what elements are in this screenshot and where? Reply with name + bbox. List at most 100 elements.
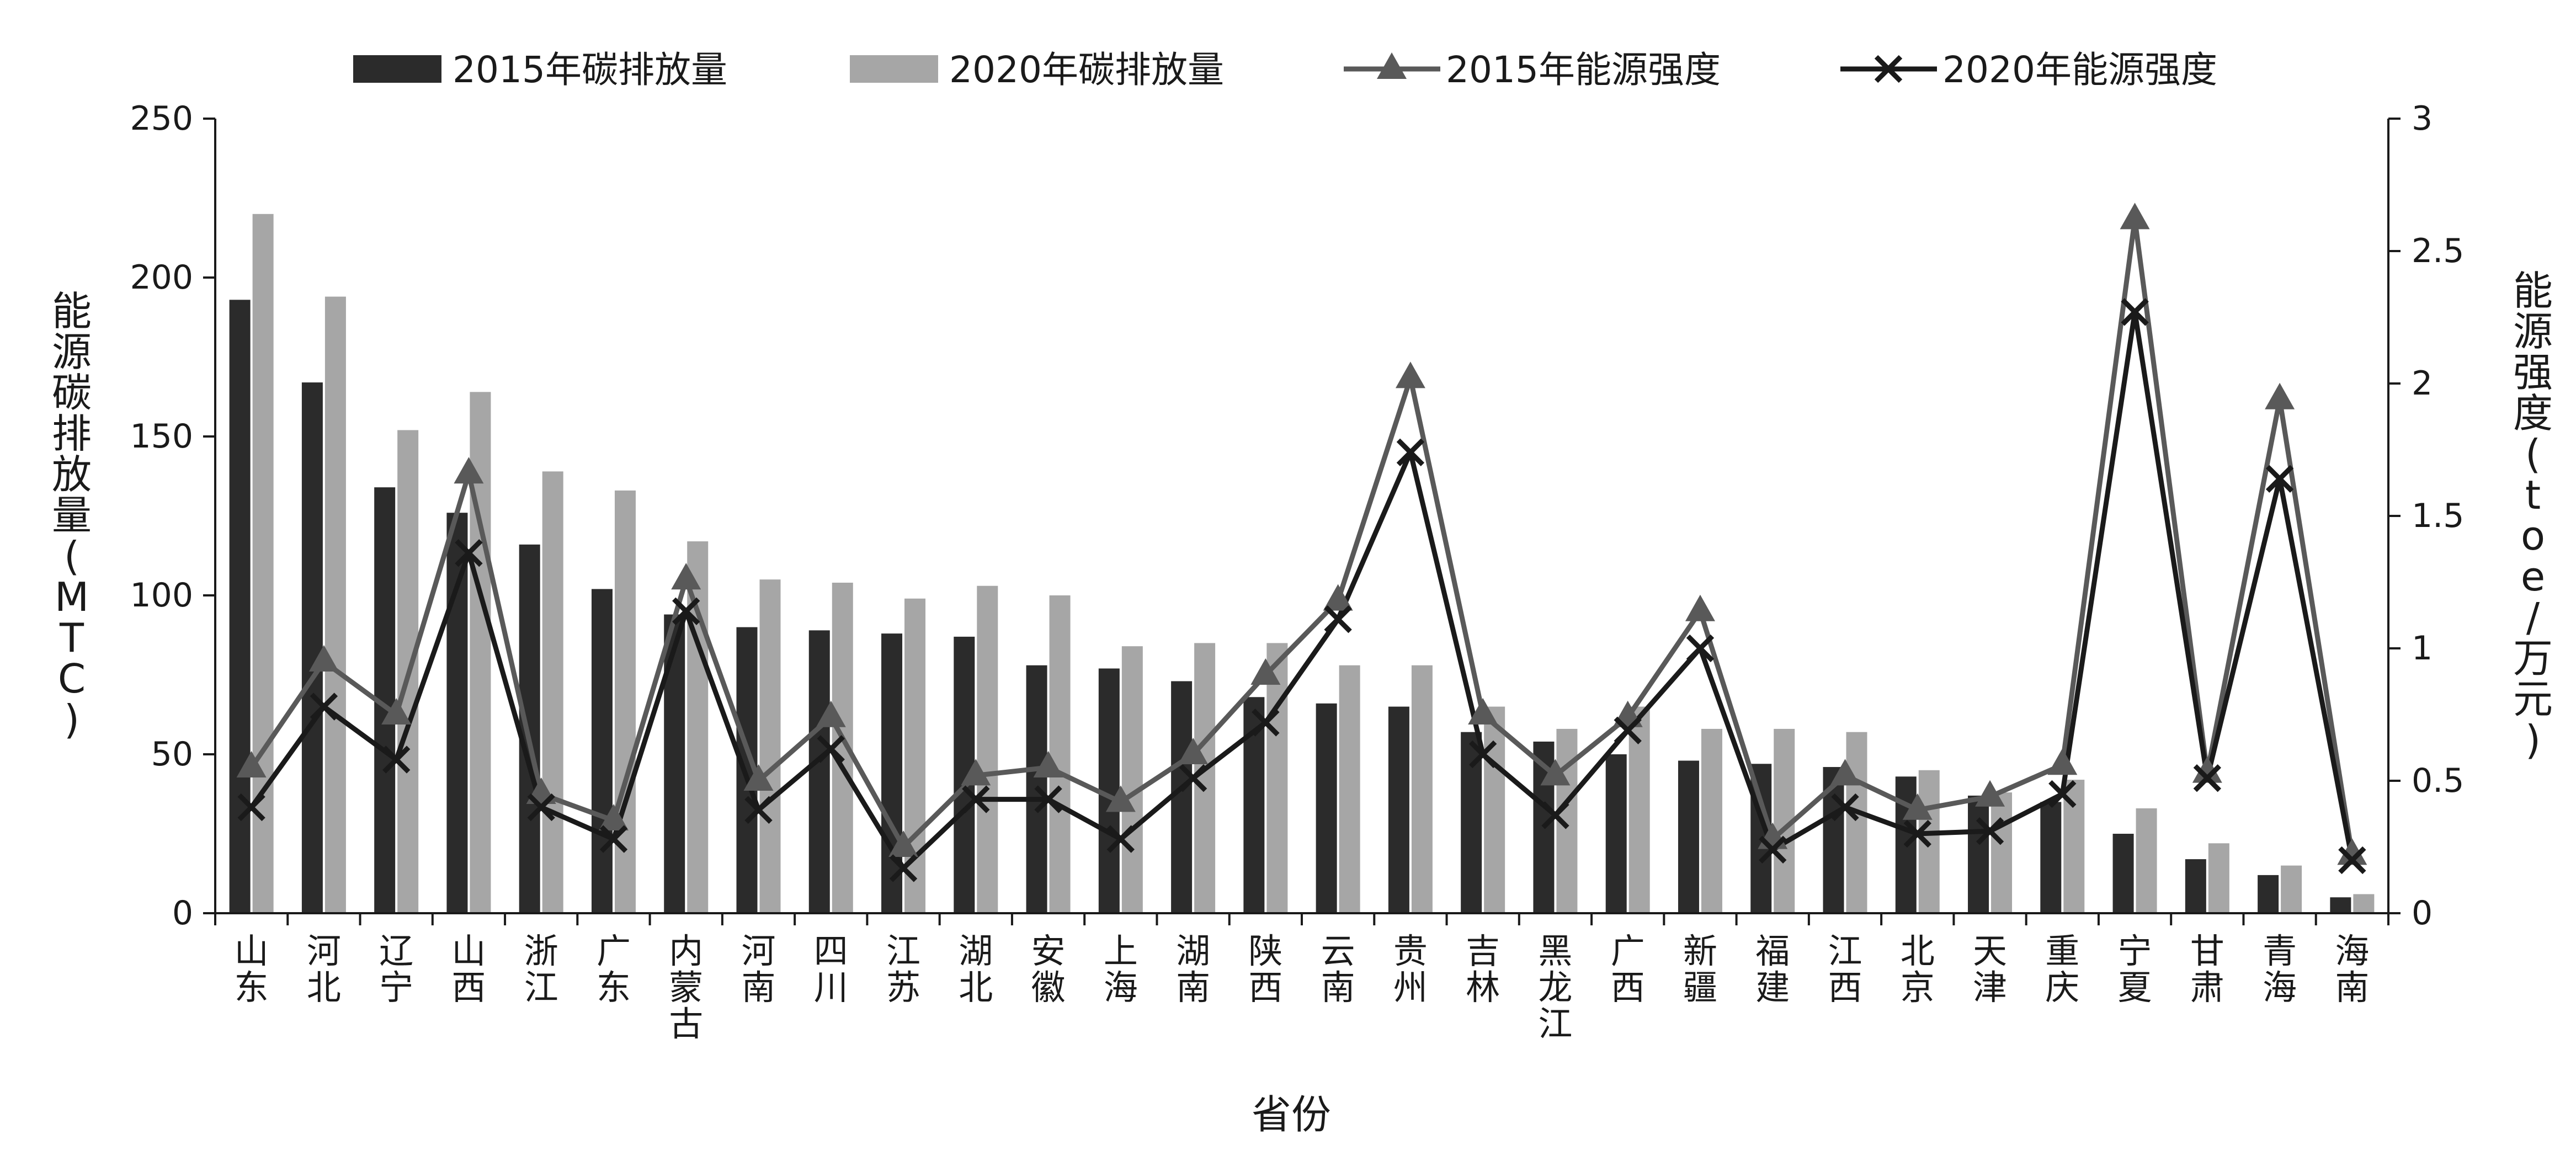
line-intensity-2020 xyxy=(249,309,2355,871)
point-intensity-2020 xyxy=(382,745,411,774)
point-intensity-2015 xyxy=(743,764,774,791)
x-tick-label: 北京 xyxy=(1901,931,1935,1008)
point-intensity-2020 xyxy=(962,785,990,813)
left-tick-label: 0 xyxy=(172,894,193,933)
bar-emission-2020 xyxy=(2136,808,2157,913)
x-tick-label: 山东 xyxy=(235,931,269,1008)
legend-label: 2015年碳排放量 xyxy=(453,49,727,91)
bar-emission-2020 xyxy=(542,471,563,913)
x-tick-label: 云南 xyxy=(1321,931,1355,1008)
point-intensity-2015 xyxy=(2047,748,2078,775)
point-intensity-2020 xyxy=(1106,825,1135,853)
point-intensity-2015 xyxy=(454,457,484,484)
bar-emission-2015 xyxy=(2258,875,2279,913)
point-intensity-2020 xyxy=(1614,716,1642,744)
point-intensity-2015 xyxy=(1975,780,2005,807)
legend-marker xyxy=(1377,52,1407,79)
bar-emission-2020 xyxy=(1484,706,1505,913)
point-intensity-2015 xyxy=(1178,738,1209,764)
left-axis-title: 能源碳排放量(M T C) xyxy=(52,288,92,743)
bar-emission-2020 xyxy=(1991,792,2013,913)
bar-emission-2020 xyxy=(1121,646,1143,913)
bar-emission-2015 xyxy=(591,589,613,913)
point-intensity-2020 xyxy=(1976,817,2004,845)
point-intensity-2020 xyxy=(1903,819,1931,848)
point-intensity-2015 xyxy=(1323,584,1353,611)
point-intensity-2020 xyxy=(672,597,700,625)
legend-swatch xyxy=(850,55,938,83)
x-tick-label: 江苏 xyxy=(886,931,920,1008)
x-tick-label: 青海 xyxy=(2263,931,2297,1008)
x-tick-label: 黑龙江 xyxy=(1538,931,1572,1044)
point-intensity-2015 xyxy=(1902,793,1933,820)
point-intensity-2020 xyxy=(310,692,338,721)
x-tick-label: 广东 xyxy=(597,931,631,1008)
legend: 2015年碳排放量 2020年碳排放量 2015年能源强度 2020年能源强度 xyxy=(353,49,2217,91)
point-intensity-2020 xyxy=(1541,801,1569,829)
bar-emission-2020 xyxy=(1846,732,1867,913)
bar-emission-2020 xyxy=(1339,665,1360,913)
point-intensity-2020 xyxy=(455,539,483,567)
point-intensity-2020 xyxy=(1179,764,1207,792)
point-intensity-2020 xyxy=(1686,634,1715,663)
point-intensity-2020 xyxy=(2265,465,2294,493)
bar-emission-2020 xyxy=(977,585,998,913)
bar-emission-2020 xyxy=(1049,595,1071,913)
point-intensity-2020 xyxy=(1252,708,1280,737)
x-tick-label: 重庆 xyxy=(2045,931,2079,1008)
bar-emission-2020 xyxy=(1194,643,1216,913)
point-intensity-2020 xyxy=(817,735,845,763)
point-intensity-2020 xyxy=(2193,764,2222,792)
x-tick-label: 内蒙古 xyxy=(669,931,703,1044)
left-tick-label: 50 xyxy=(151,735,193,774)
x-tick-label: 天津 xyxy=(1973,931,2007,1008)
point-intensity-2015 xyxy=(236,751,267,777)
bar-emission-2020 xyxy=(2208,843,2229,913)
point-intensity-2015 xyxy=(2120,203,2150,230)
point-intensity-2015 xyxy=(2265,382,2295,409)
right-tick-label: 3 xyxy=(2412,99,2433,138)
bar-emission-2015 xyxy=(519,544,540,913)
point-intensity-2015 xyxy=(2337,838,2367,865)
bar-emission-2015 xyxy=(664,614,685,913)
x-tick-label: 河北 xyxy=(307,931,341,1008)
bar-emission-2020 xyxy=(324,296,346,913)
bars xyxy=(229,214,2375,913)
bar-emission-2015 xyxy=(1316,703,1337,913)
point-intensity-2020 xyxy=(744,796,773,824)
left-tick-label: 200 xyxy=(130,258,193,297)
bar-emission-2015 xyxy=(808,630,830,913)
bar-emission-2015 xyxy=(1678,760,1699,913)
point-intensity-2015 xyxy=(381,698,412,725)
point-intensity-2020 xyxy=(1831,793,1859,822)
bar-emission-2015 xyxy=(1605,754,1627,913)
point-intensity-2020 xyxy=(527,793,555,822)
line-intensity-2015 xyxy=(249,216,2355,856)
point-intensity-2020 xyxy=(1396,438,1425,466)
right-tick-label: 2.5 xyxy=(2412,232,2464,270)
bar-emission-2015 xyxy=(229,300,251,913)
point-intensity-2015 xyxy=(1685,594,1715,621)
point-intensity-2020 xyxy=(2338,846,2366,875)
bar-emission-2015 xyxy=(1968,795,1989,913)
legend-label: 2020年碳排放量 xyxy=(949,49,1224,91)
x-tick-label: 辽宁 xyxy=(379,931,413,1008)
bar-emission-2015 xyxy=(1171,681,1193,913)
right-tick-label: 1 xyxy=(2412,629,2433,668)
bar-emission-2015 xyxy=(2330,897,2351,913)
bar-emission-2020 xyxy=(759,579,781,913)
point-intensity-2015 xyxy=(1105,785,1136,812)
right-tick-label: 2 xyxy=(2412,364,2433,403)
right-axis-title: 能源强度(t o e/万元) xyxy=(2513,268,2553,763)
x-tick-label: 海南 xyxy=(2335,931,2369,1008)
bar-emission-2015 xyxy=(446,513,468,913)
x-axis-title: 省份 xyxy=(1252,1091,1331,1138)
point-intensity-2020 xyxy=(1034,785,1062,813)
x-tick-label: 新疆 xyxy=(1683,931,1717,1008)
legend-label: 2015年能源强度 xyxy=(1446,49,1721,91)
point-intensity-2020 xyxy=(1759,835,1787,864)
x-tick-label: 浙江 xyxy=(524,931,558,1008)
point-intensity-2015 xyxy=(308,645,339,672)
point-intensity-2015 xyxy=(2192,756,2222,783)
